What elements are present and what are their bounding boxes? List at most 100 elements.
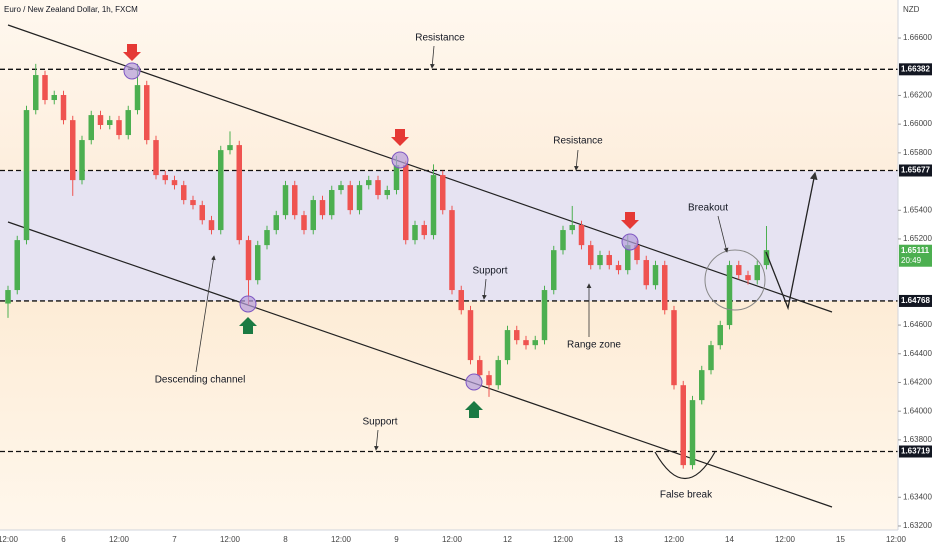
channel-top [7, 24, 833, 313]
projection [765, 171, 818, 311]
candle-body [42, 75, 48, 101]
candle-body [236, 145, 242, 241]
annotations: Resistance Resistance Breakout Support Range… [155, 33, 729, 501]
last-price-tag [899, 244, 932, 267]
x-tick-label: 7 [172, 535, 177, 544]
candle-body [88, 115, 94, 141]
candle-body [181, 185, 187, 201]
annotation: Resistance [415, 33, 465, 44]
annotation: False break [660, 490, 713, 501]
level-label: 1.64768 [901, 296, 930, 305]
candle-body [51, 95, 57, 101]
candle-body [366, 180, 372, 186]
pointer [574, 149, 579, 171]
candle-body [338, 185, 344, 191]
candle-body [384, 190, 390, 196]
x-tick-label: 8 [283, 535, 288, 544]
y-tick-label: 1.64400 [903, 349, 932, 358]
annotation: Breakout [688, 203, 728, 214]
candle-body [606, 255, 612, 266]
y-tick-label: 1.66600 [903, 33, 932, 42]
candle-body [301, 215, 307, 231]
candle-body [116, 120, 122, 136]
last-price-label: 1.65111 [901, 246, 930, 255]
candle-body [347, 185, 353, 211]
x-tick-label: 12:00 [331, 535, 352, 544]
level-tag [899, 445, 932, 458]
annotation: Range zone [567, 340, 621, 351]
candle-body [615, 265, 622, 271]
candle-body [107, 120, 113, 126]
candle-body [625, 245, 631, 271]
candle-body [726, 265, 733, 326]
candle-body [245, 240, 252, 281]
pointer [374, 429, 379, 451]
candle-body [144, 85, 150, 141]
touch-circle [465, 373, 483, 391]
pointer [429, 45, 435, 69]
y-tick-label: 1.65200 [903, 234, 932, 243]
candle-body [514, 330, 520, 341]
candle-body [255, 245, 261, 281]
level-label: 1.63719 [901, 447, 930, 456]
candle-body [467, 310, 474, 361]
candle-body [736, 265, 742, 276]
candle-body [680, 385, 686, 466]
x-tick-label: 12:00 [775, 535, 796, 544]
x-tick-label: 12 [503, 535, 512, 544]
candle-body [652, 265, 659, 286]
candle-body [754, 265, 760, 281]
pointer [482, 278, 487, 300]
candle-body [190, 200, 196, 206]
candle-body [125, 110, 131, 136]
candle-body [662, 265, 668, 311]
candle-body [495, 360, 501, 386]
candle-body [199, 205, 205, 221]
candle-body [162, 175, 168, 181]
candle-body [60, 95, 67, 121]
resistance-zone [0, 0, 898, 171]
annotation: Support [472, 266, 507, 277]
x-tick-label: 12:00 [664, 535, 685, 544]
candle-body [532, 340, 538, 346]
candle-body [449, 210, 455, 291]
candle-body [70, 120, 76, 181]
x-tick-label: 12:00 [886, 535, 907, 544]
countdown: 20:49 [901, 256, 922, 265]
candle-body [597, 255, 603, 266]
touch-circle [621, 233, 639, 251]
candles [5, 63, 770, 470]
candle-body [421, 225, 427, 236]
candle-body [329, 190, 335, 216]
chart-title: Euro / New Zealand Dollar, 1h, FXCM [4, 5, 138, 14]
false-break-arc [654, 451, 716, 479]
candle-body [504, 330, 511, 361]
x-tick-label: 15 [836, 535, 845, 544]
up-arrow [239, 317, 257, 334]
x-tick-label: 14 [725, 535, 734, 544]
x-tick-label: 12:00 [220, 535, 241, 544]
x-tick-label: 12:00 [442, 535, 463, 544]
candle-body [569, 225, 575, 231]
range-zone [0, 171, 898, 301]
y-tick-label: 1.66000 [903, 119, 932, 128]
x-tick-label: 6 [61, 535, 66, 544]
candle-body [578, 225, 585, 246]
candle-body [708, 345, 714, 371]
pointer [195, 255, 216, 373]
candle-body [134, 85, 141, 111]
x-tick-label: 12:00 [0, 535, 19, 544]
candle-body [634, 245, 640, 261]
candle-body [273, 215, 279, 231]
axis-unit: NZD [903, 5, 920, 14]
y-tick-label: 1.63400 [903, 492, 932, 501]
down-arrow [621, 212, 639, 229]
candle-body [717, 325, 723, 346]
candle-body [560, 230, 566, 251]
candle-body [458, 290, 464, 311]
candle-body [227, 145, 233, 151]
candle-body [412, 225, 418, 241]
candle-body [486, 375, 492, 386]
breakout-circle [704, 249, 766, 311]
pointer [717, 215, 729, 253]
